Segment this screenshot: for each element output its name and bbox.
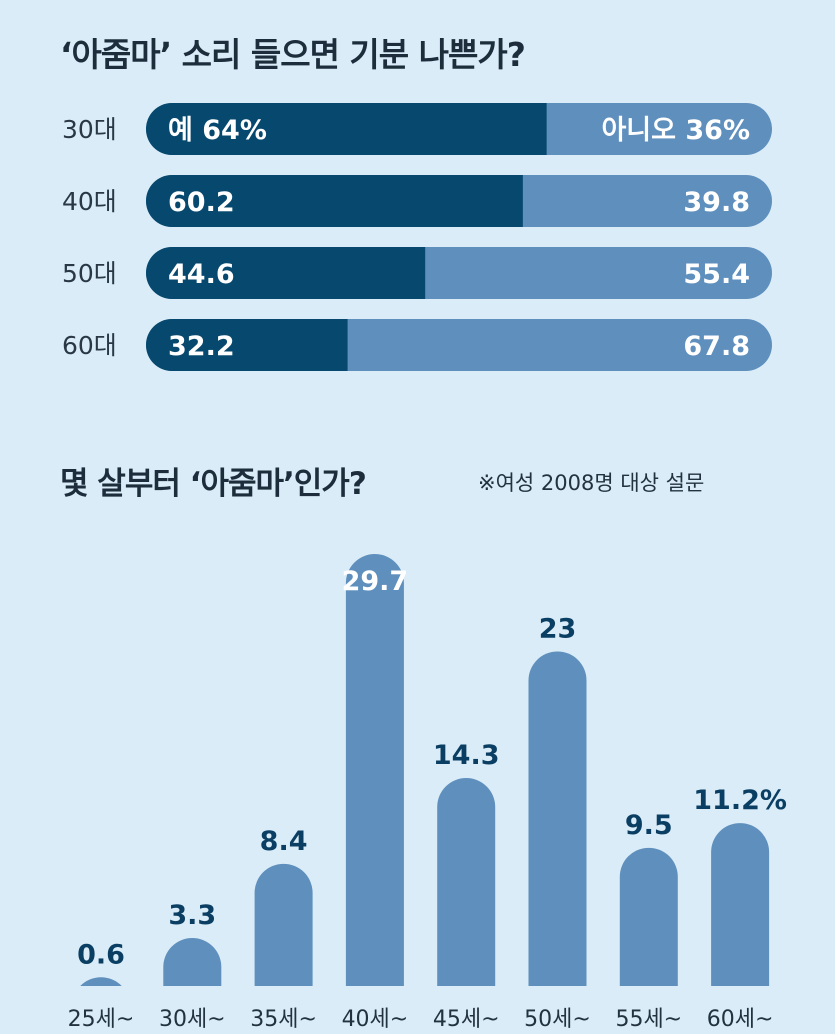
category-label: 35세~	[250, 1007, 317, 1032]
category-label: 25세~	[68, 1007, 135, 1032]
value-label: 14.3	[433, 740, 500, 771]
column-bar	[711, 823, 770, 986]
value-label: 8.4	[260, 826, 308, 857]
bar-segment-yes	[146, 175, 523, 227]
category-label: 45세~	[433, 1007, 500, 1032]
value-label: 0.6	[77, 939, 125, 970]
column-bar	[345, 554, 404, 986]
column-bar	[254, 863, 313, 986]
value-label: 23	[539, 613, 577, 644]
category-label: 40세~	[342, 1007, 409, 1032]
no-label: 55.4	[683, 259, 750, 290]
stacked-bar-chart: 30대 예 64% 아니오 36% 40대 60.2 39.8 50대 44.6 55.4 60대…	[62, 103, 772, 371]
chart1-title: ‘아줌마’ 소리 들으면 기분 나쁜가?	[60, 35, 526, 74]
chart2-title: 몇 살부터 ‘아줌마’인가?	[60, 466, 367, 502]
column-bar	[528, 651, 587, 986]
row-label: 40대	[62, 187, 117, 216]
no-label: 아니오 36%	[601, 115, 750, 146]
row-label: 60대	[62, 331, 117, 360]
value-label: 3.3	[168, 900, 216, 931]
no-label: 67.8	[683, 331, 750, 362]
column-bar	[163, 938, 222, 986]
category-label: 30세~	[159, 1007, 226, 1032]
bar-segment-yes	[146, 103, 547, 155]
column-bar	[619, 847, 678, 986]
chart2-note: ※여성 2008명 대상 설문	[478, 471, 705, 495]
no-label: 39.8	[683, 187, 750, 218]
bar-segment-yes	[146, 247, 426, 299]
yes-label: 예 64%	[168, 115, 267, 146]
yes-label: 60.2	[168, 187, 235, 218]
bar-segment-yes	[146, 319, 348, 371]
column-chart: 0.6 25세~ 3.3 30세~ 8.4 35세~ 29.7 40세~ 14.3 45세~ 23 5…	[68, 554, 787, 1032]
category-label: 55세~	[615, 1007, 682, 1032]
value-label: 11.2%	[693, 785, 787, 816]
column-bar	[80, 977, 122, 986]
category-label: 60세~	[707, 1007, 774, 1032]
column-bar	[437, 778, 496, 986]
value-label: 29.7	[342, 566, 409, 597]
category-label: 50세~	[524, 1007, 591, 1032]
row-label: 30대	[62, 115, 117, 144]
yes-label: 32.2	[168, 331, 235, 362]
yes-label: 44.6	[168, 259, 235, 290]
value-label: 9.5	[625, 810, 673, 841]
row-label: 50대	[62, 259, 117, 288]
